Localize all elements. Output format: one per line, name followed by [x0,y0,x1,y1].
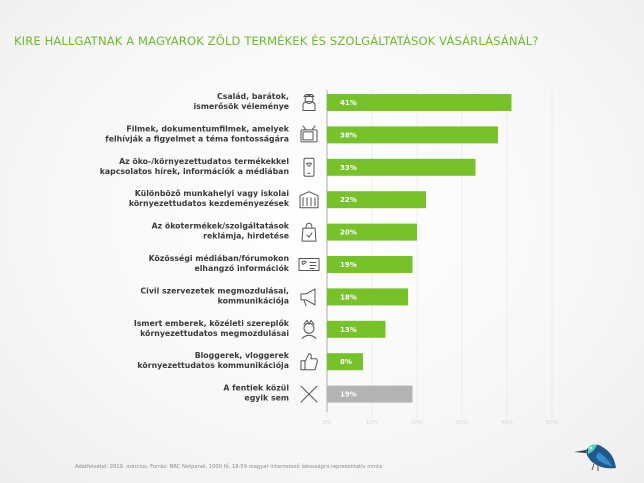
social-post-icon [298,258,320,271]
category-label: elhangzó információk [194,264,289,273]
category-label: Civil szervezetek megmozdulásai, [140,286,289,295]
category-label: Közösségi médiában/fórumokon [149,254,289,263]
category-label: Filmek, dokumentumfilmek, amelyek [126,124,289,133]
bar [327,353,363,371]
category-label: kapcsolatos hírek, információk a médiába… [100,167,289,176]
x-icon [300,385,318,403]
bar [327,223,417,241]
bar [327,288,408,306]
x-tick-label: 30% [456,420,468,426]
celebrity-icon [301,319,317,339]
bar-value-label: 22% [340,196,357,204]
bird-logo-icon [574,444,616,471]
bar-value-label: 41% [340,99,357,107]
category-label: ismerősök véleménye [194,102,290,111]
bar-value-label: 20% [340,229,357,237]
x-axis-ticks: 0% 10% 20% 30% 40% 50% [323,420,558,426]
bar [327,158,476,176]
category-label: A fentiek közül [223,384,289,393]
chart-row: Filmek, dokumentumfilmek, amelyekfelhívj… [105,124,498,144]
category-label: reklámja, hirdetése [203,232,289,241]
category-label: környezettudatos kommunikációja [137,361,289,370]
category-label: környezettudatos kezdeményezések [129,199,290,208]
bar-value-label: 19% [340,391,357,399]
category-label: Bloggerek, vloggerek [195,351,290,360]
bar [327,320,386,338]
chart-rows: Család, barátok,ismerősök véleménye 41% Fi… [100,92,512,403]
category-label: Ismert emberek, közéleti szereplők [134,319,290,328]
bar-value-label: 19% [340,261,357,269]
bar-value-label: 33% [340,164,357,172]
thumbs-up-icon [300,353,318,371]
category-label: felhívják a figyelmet a téma fontosságár… [105,134,289,143]
smartphone-icon [303,157,315,177]
chart-row: Civil szervezetek megmozdulásai,kommunik… [140,286,408,307]
building-icon [299,191,319,209]
chart-title: KIRE HALLGATNAK A MAGYAROK ZÖLD TERMÉKEK… [14,34,539,48]
bar [327,256,413,273]
chart-row: Család, barátok,ismerősök véleménye 41% [194,92,512,111]
bar-value-label: 13% [340,326,357,334]
footnote: Adatfelvétel: 2019. március, Forrás: NRC… [75,464,383,470]
bar [327,191,426,209]
x-tick-label: 10% [366,420,378,426]
chart-row: Az öko-/környezettudatos termékekkelkapc… [100,157,476,177]
bar-value-label: 18% [340,293,357,301]
x-tick-label: 0% [323,420,332,426]
chart-row: Ismert emberek, közéleti szereplőkkörnye… [134,319,386,339]
category-label: kommunikációja [218,296,289,305]
chart-row: Különböző munkahelyi vagy iskolaikörnyez… [129,189,426,209]
x-tick-label: 50% [546,420,558,426]
people-icon [302,94,316,111]
bar [327,126,498,144]
category-label: környezettudatos megmozdulásai [140,329,289,338]
category-label: Család, barátok, [217,92,289,101]
category-label: Az ökotermékek/szolgáltatások [152,222,290,231]
tv-icon [300,125,318,143]
shopping-bag-icon [301,222,317,242]
bar-value-label: 8% [340,358,352,366]
category-label: Az öko-/környezettudatos termékekkel [119,157,289,166]
category-label: Különböző munkahelyi vagy iskolai [135,189,290,198]
x-tick-label: 40% [501,420,513,426]
bar [327,94,512,111]
megaphone-icon [300,288,316,307]
x-tick-label: 20% [411,420,423,426]
bar [327,385,413,403]
bar-value-label: 38% [340,131,357,139]
category-label: egyik sem [244,394,289,403]
